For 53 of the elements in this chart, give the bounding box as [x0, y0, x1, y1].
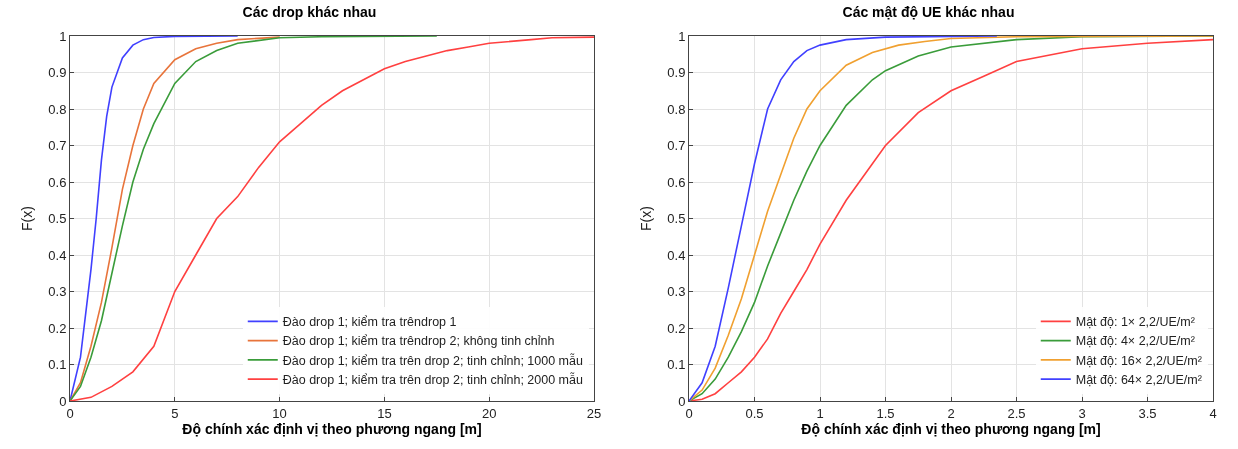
y-tick-label: 0.8: [48, 101, 67, 117]
y-tick-label: 1: [59, 28, 67, 44]
y-tick-label: 0.5: [48, 211, 67, 227]
x-axis-title: Độ chính xác định vị theo phương ngang [m]: [182, 420, 482, 437]
x-axis-title: Độ chính xác định vị theo phương ngang [m]: [801, 420, 1101, 437]
x-tick-label: 20: [481, 405, 497, 421]
x-tick-label: 5: [171, 405, 179, 421]
x-tick-label: 4: [1209, 405, 1217, 421]
x-tick-label: 15: [377, 405, 392, 421]
x-tick-label: 0.5: [745, 405, 764, 421]
legend-label: Mật độ: 4× 2,2/UE/m²: [1075, 334, 1195, 349]
y-tick-label: 0.3: [48, 284, 67, 300]
x-tick-label: 10: [272, 405, 287, 421]
y-axis-title: F(x): [19, 206, 35, 231]
y-tick-label: 0.6: [667, 174, 686, 190]
y-tick-label: 0.8: [667, 101, 686, 117]
legend-label: Mật độ: 16× 2,2/UE/m²: [1075, 353, 1202, 368]
y-axis-title: F(x): [638, 206, 654, 231]
y-tick-label: 0.4: [667, 247, 686, 263]
y-tick-label: 0.7: [667, 138, 686, 154]
x-tick-label: 3: [1078, 405, 1086, 421]
x-tick-label: 25: [586, 405, 602, 421]
chart-title: Các mật độ UE khác nhau: [842, 3, 1015, 20]
legend-label: Đào drop 1; kiểm tra trêndrop 2; không tinh chỉnh: [282, 334, 555, 349]
x-tick-label: 1: [816, 405, 824, 421]
line-series: [70, 36, 594, 401]
y-tick-label: 0.6: [48, 174, 67, 190]
x-tick-label: 1.5: [876, 405, 895, 421]
y-tick-label: 0.4: [48, 247, 67, 263]
y-tick-label: 0.2: [48, 320, 67, 336]
x-tick-label: 3.5: [1138, 405, 1157, 421]
y-tick-label: 0.5: [667, 211, 686, 227]
x-tick-label: 2: [947, 405, 955, 421]
chart-title: Các drop khác nhau: [242, 3, 377, 20]
legend-label: Mật độ: 1× 2,2/UE/m²: [1075, 315, 1195, 330]
legend-label: Đào drop 1; kiểm tra trên drop 2; tinh chỉnh; 1000 mẫu: [282, 352, 583, 368]
legend-label: Mật độ: 64× 2,2/UE/m²: [1075, 372, 1202, 387]
y-tick-label: 0.2: [667, 320, 686, 336]
y-tick-label: 0.1: [667, 357, 686, 373]
line-series: [689, 36, 998, 401]
y-tick-label: 0.9: [667, 65, 686, 81]
legend-label: Đào drop 1; kiểm tra trên drop 2; tinh chỉnh; 2000 mẫu: [282, 371, 583, 387]
legend-label: Đào drop 1; kiểm tra trêndrop 1: [282, 315, 457, 330]
y-tick-label: 0.7: [48, 138, 67, 154]
x-tick-label: 2.5: [1007, 405, 1026, 421]
y-tick-label: 0.9: [48, 65, 67, 81]
y-tick-label: 0: [59, 393, 67, 409]
line-series: [70, 36, 281, 401]
y-tick-label: 0.3: [667, 284, 686, 300]
y-tick-label: 1: [678, 28, 686, 44]
y-tick-label: 0: [678, 393, 686, 409]
y-tick-label: 0.1: [48, 357, 67, 373]
line-series: [70, 36, 239, 401]
